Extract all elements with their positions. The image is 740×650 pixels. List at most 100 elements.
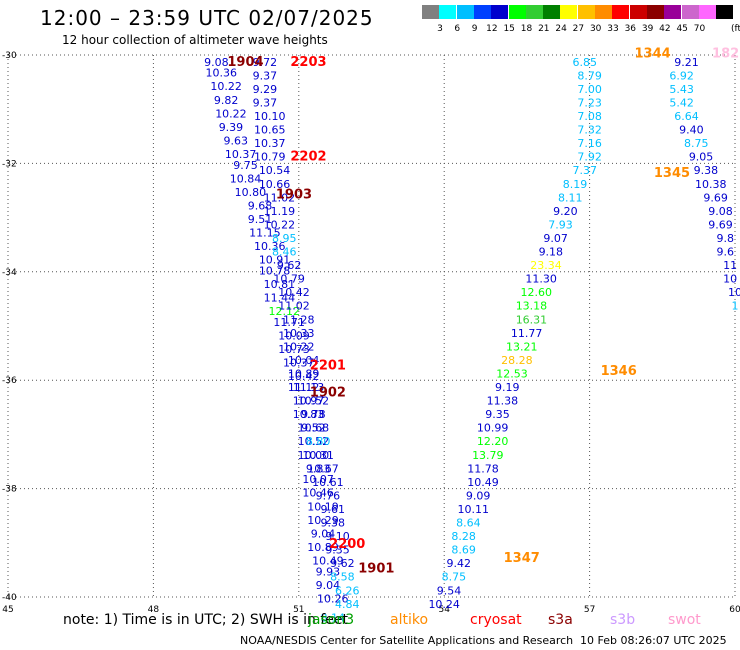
wave-height-label: 10.22 [210,80,242,93]
mission-label-altiko: altiko [390,612,429,628]
wave-height-label: 9.08 [708,205,733,218]
wave-height-label: 1 [732,300,739,313]
mission-label-s3b: s3b [610,612,636,628]
wave-height-label: 8.64 [456,517,481,530]
wave-height-label: 10.66 [259,178,291,191]
pass-number-label: 1901 [358,562,394,577]
legend-level: 45 [676,24,688,34]
wave-height-label: 11.77 [511,327,543,340]
wave-height-label: 9.82 [214,94,239,107]
legend-swatch [473,5,491,19]
mission-label-jason3: jason3 [308,612,355,628]
wave-height-label: 10.99 [477,422,509,435]
wave-height-label: 10.89 [288,367,320,380]
wave-height-label: 10.78 [259,265,291,278]
wave-height-label: 13.79 [472,449,504,462]
wave-height-label: 5.43 [669,83,694,96]
legend-level: 70 [693,24,706,34]
wave-height-label: 10.36 [254,240,286,253]
wave-height-label: 4.84 [335,598,360,611]
wave-height-label: 7.23 [577,96,602,109]
wave-height-label: 11.30 [525,273,557,286]
wave-height-label: 9.05 [689,151,714,164]
wave-height-label: 9.72 [253,56,278,69]
x-tick-label: 45 [2,605,13,615]
wave-height-label: 7.00 [577,83,602,96]
wave-height-label: 11.44 [264,292,296,305]
legend-swatch [560,5,578,19]
footnote: note: 1) Time is in UTC; 2) SWH is in fe… [63,612,349,628]
wave-height-label: 10.97 [293,395,325,408]
wave-height-label: 9.62 [277,259,302,272]
wave-height-label: 10.00 [298,449,330,462]
pass-number-label: 2201 [310,358,346,373]
wave-height-label: 10.83 [293,408,325,421]
y-tick-label: -36 [2,376,17,386]
wave-height-label: 8.69 [451,544,476,557]
wave-height-label: 8.14 [320,611,345,624]
wave-height-label: 9.40 [679,124,704,137]
x-tick-label: 54 [438,605,450,615]
legend-swatch [525,5,543,19]
mission-label-s3a: s3a [548,612,573,628]
wave-height-label: 9.68 [248,199,273,212]
pass-number-label: 2202 [290,150,326,165]
generated-timestamp: 10 Feb 08:26:07 UTC 2025 [580,634,727,647]
wave-height-label: 9.10 [325,530,350,543]
wave-height-label: 9.09 [466,489,491,502]
wave-height-label: 8.79 [577,69,602,82]
pass-number-label: 1903 [276,188,312,203]
wave-height-label: 10.36 [206,67,238,80]
wave-height-label: 11.19 [264,205,296,218]
pass-number-label: 1344 [635,47,671,62]
wave-height-label: 28.28 [501,354,533,367]
wave-height-label: 10.24 [428,598,460,611]
mission-label-cryosat: cryosat [470,612,522,628]
legend-swatch [491,5,509,19]
pass-number-label: 1902 [310,385,346,400]
wave-height-label: 10.37 [283,357,315,370]
wave-height-label: 10.79 [273,273,305,286]
wave-height-label: 10.22 [264,218,296,231]
wave-height-label: 13.18 [516,300,548,313]
wave-height-label: 12.20 [477,435,509,448]
wave-height-label: 9.38 [694,164,719,177]
pass-number-label: 1345 [654,166,690,181]
legend-swatch [422,5,439,19]
legend-level: 39 [641,24,654,34]
pass-number-label: 2200 [329,537,365,552]
wave-height-label: 11.15 [249,227,281,240]
wave-height-label: 9.54 [437,584,462,597]
wave-height-label: 6.92 [669,69,694,82]
pass-number-label: 1347 [504,551,540,566]
wave-height-label: 23.34 [530,259,562,272]
wave-height-label: 10.19 [307,500,339,513]
wave-height-label: 9.39 [219,121,244,134]
wave-height-label: 10.89 [307,541,339,554]
wave-height-label: 10 [728,286,740,299]
wave-height-label: 10.73 [278,343,310,356]
wave-height-label: 9.35 [485,408,510,421]
wave-height-label: 9.61 [320,503,345,516]
wave-height-label: 9.69 [703,191,728,204]
wave-height-label: 9.52 [301,422,326,435]
legend-swatch [543,5,561,19]
wave-height-label: 10.42 [288,370,320,383]
wave-height-label: 10.65 [254,124,286,137]
legend-level: 21 [538,24,550,34]
legend-swatch [456,5,474,19]
legend-swatch [681,5,699,19]
wave-height-label: 9.51 [248,213,273,226]
wave-height-label: 9.20 [553,205,578,218]
wave-height-label: 7.93 [548,218,573,231]
wave-height-label: 8.28 [451,530,476,543]
wave-height-label: 9.8 [717,232,735,245]
legend-swatch [698,5,716,19]
wave-height-label: 11.12 [288,381,320,394]
wave-height-label: 10 [723,273,737,286]
wave-height-label: 9.19 [495,381,520,394]
legend-level: 15 [503,24,515,34]
wave-height-label: 10.79 [254,151,286,164]
